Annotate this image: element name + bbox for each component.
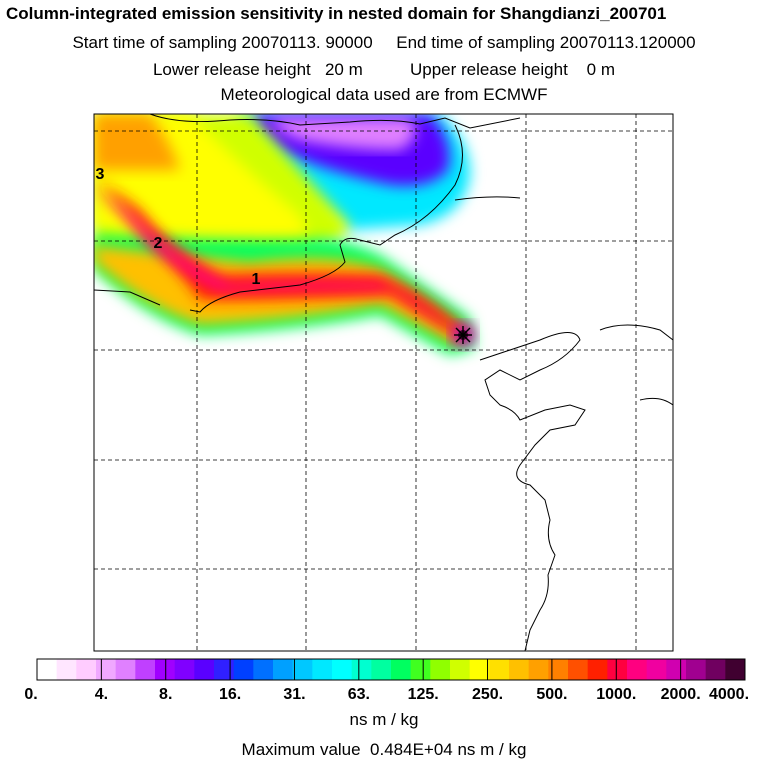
colorbar-cell bbox=[646, 659, 667, 680]
colorbar-cell bbox=[253, 659, 274, 680]
colorbar-cell bbox=[568, 659, 589, 680]
colorbar-tick-label: 0. bbox=[24, 686, 37, 703]
colorbar-cell bbox=[312, 659, 333, 680]
colorbar-cell bbox=[155, 659, 176, 680]
colorbar-cells bbox=[37, 659, 746, 680]
colorbar-cell bbox=[489, 659, 510, 680]
colorbar-cell bbox=[194, 659, 215, 680]
colorbar-cell bbox=[37, 659, 58, 680]
colorbar-cell bbox=[115, 659, 136, 680]
met-data-line: Meteorological data used are from ECMWF bbox=[220, 85, 548, 104]
colorbar-cell bbox=[548, 659, 569, 680]
colorbar-tick-label: 31. bbox=[283, 686, 305, 703]
colorbar-cell bbox=[686, 659, 707, 680]
colorbar-cell bbox=[371, 659, 392, 680]
colorbar-tick-label: 16. bbox=[219, 686, 241, 703]
colorbar-cell bbox=[666, 659, 687, 680]
colorbar-cell bbox=[607, 659, 628, 680]
colorbar-cell bbox=[292, 659, 313, 680]
colorbar-cell bbox=[450, 659, 471, 680]
sampling-time-line: Start time of sampling 20070113. 90000 E… bbox=[72, 33, 696, 52]
colorbar-cell bbox=[233, 659, 254, 680]
coastlines bbox=[94, 114, 673, 651]
colorbar-cell bbox=[174, 659, 195, 680]
colorbar-cell bbox=[430, 659, 451, 680]
colorbar-ticks bbox=[36, 659, 746, 680]
colorbar-tick-label: 63. bbox=[348, 686, 370, 703]
plume-marker-3: 3 bbox=[96, 166, 105, 183]
colorbar-tick-label: 4000. bbox=[709, 686, 749, 703]
colorbar-cell bbox=[705, 659, 726, 680]
maximum-value-text: Maximum value 0.484E+04 ns m / kg bbox=[241, 740, 527, 759]
colorbar-cell bbox=[96, 659, 117, 680]
colorbar-tick-label: 500. bbox=[536, 686, 567, 703]
colorbar-tick-label: 4. bbox=[95, 686, 108, 703]
colorbar-cell bbox=[273, 659, 294, 680]
colorbar-cell bbox=[469, 659, 490, 680]
colorbar-cell bbox=[528, 659, 549, 680]
star-marker bbox=[454, 326, 472, 344]
colorbar-tick-label: 250. bbox=[472, 686, 503, 703]
plume-marker-1: 1 bbox=[252, 271, 261, 288]
colorbar-cell bbox=[56, 659, 77, 680]
colorbar-cell bbox=[135, 659, 156, 680]
colorbar-cell bbox=[410, 659, 431, 680]
colorbar-cell bbox=[391, 659, 412, 680]
colorbar-cell bbox=[725, 659, 746, 680]
colorbar-cell bbox=[76, 659, 97, 680]
colorbar-cell bbox=[214, 659, 235, 680]
release-height-line: Lower release height 20 m Upper release … bbox=[152, 60, 616, 79]
colorbar-unit-label: ns m / kg bbox=[349, 710, 419, 729]
lat-lon-grid bbox=[94, 114, 673, 651]
colorbar-tick-label: 125. bbox=[408, 686, 439, 703]
colorbar-cell bbox=[509, 659, 530, 680]
plume-field bbox=[94, 114, 475, 355]
colorbar-tick-labels: 0. 4. 8. 16. 31. 63. 125. 250. 500. 1000. 2000. 400… bbox=[24, 686, 749, 703]
colorbar-cell bbox=[332, 659, 353, 680]
colorbar-tick-label: 8. bbox=[159, 686, 172, 703]
colorbar-cell bbox=[627, 659, 648, 680]
colorbar-tick-label: 1000. bbox=[596, 686, 636, 703]
plume-marker-2: 2 bbox=[154, 235, 163, 252]
colorbar-tick-label: 2000. bbox=[661, 686, 701, 703]
map-frame bbox=[93, 113, 674, 652]
colorbar-cell bbox=[351, 659, 372, 680]
colorbar-cell bbox=[587, 659, 608, 680]
plot-title: Column-integrated emission sensitivity i… bbox=[6, 4, 667, 23]
